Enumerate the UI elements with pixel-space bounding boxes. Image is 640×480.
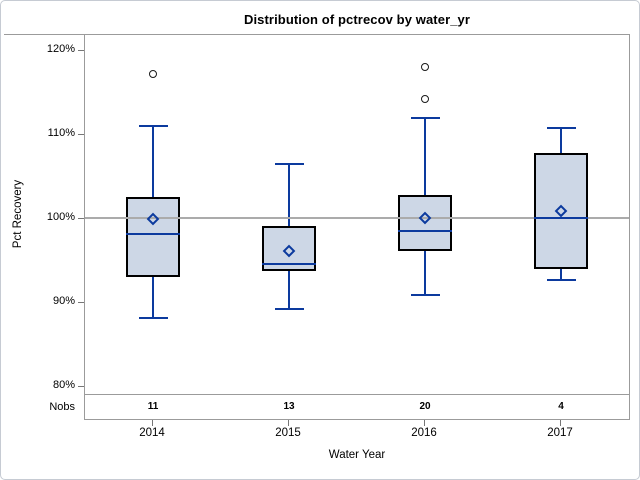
title-separator-line <box>4 34 630 35</box>
y-tick-110 <box>78 134 84 135</box>
y-tick-label-110: 110% <box>47 127 75 139</box>
x-category-label-2017: 2017 <box>547 427 573 439</box>
whisker-cap-low-2017 <box>546 279 576 282</box>
y-tick-100 <box>78 218 84 219</box>
nobs-value-2017: 4 <box>558 401 564 412</box>
y-tick-80 <box>78 386 84 387</box>
chart-title: Distribution of pctrecov by water_yr <box>243 12 471 27</box>
x-category-label-2016: 2016 <box>411 427 437 439</box>
outlier-point-2014-1 <box>149 69 157 78</box>
y-tick-120 <box>78 50 84 51</box>
whisker-cap-low-2016 <box>410 294 440 297</box>
whisker-cap-high-2014 <box>138 125 168 128</box>
nobs-value-2016: 20 <box>419 401 431 412</box>
y-axis-title: Pct Recovery <box>12 179 24 249</box>
median-line-2015 <box>262 263 316 266</box>
iqr-box-2014 <box>126 197 180 277</box>
whisker-cap-high-2017 <box>546 127 576 130</box>
median-line-2017 <box>534 217 588 219</box>
y-tick-label-80: 80% <box>52 379 75 391</box>
nobs-separator-line <box>85 394 629 395</box>
median-line-2016 <box>398 229 452 232</box>
nobs-value-2015: 13 <box>283 401 295 412</box>
nobs-row-label: Nobs <box>49 401 75 413</box>
outlier-point-2016-2 <box>421 62 429 71</box>
x-category-label-2014: 2014 <box>139 427 165 439</box>
y-tick-label-100: 100% <box>46 211 75 223</box>
median-line-2014 <box>126 232 180 235</box>
whisker-cap-low-2014 <box>138 316 168 319</box>
whisker-cap-low-2015 <box>274 307 304 310</box>
reference-line-100pct <box>85 217 629 219</box>
iqr-box-2016 <box>398 195 452 251</box>
x-tick-2015 <box>288 420 289 426</box>
outlier-point-2016-1 <box>421 94 429 103</box>
y-tick-label-120: 120% <box>46 43 75 55</box>
x-axis-title: Water Year <box>328 449 386 461</box>
x-tick-2016 <box>424 420 425 426</box>
x-category-label-2015: 2015 <box>275 427 301 439</box>
nobs-value-2014: 11 <box>147 401 159 412</box>
y-tick-90 <box>78 302 84 303</box>
x-tick-2017 <box>560 420 561 426</box>
whisker-cap-high-2016 <box>410 117 440 120</box>
y-tick-label-90: 90% <box>52 295 75 307</box>
plot-area: 11 13 20 4 <box>84 34 630 420</box>
iqr-box-2017 <box>534 153 588 270</box>
x-tick-2014 <box>152 420 153 426</box>
whisker-cap-high-2015 <box>274 163 304 166</box>
